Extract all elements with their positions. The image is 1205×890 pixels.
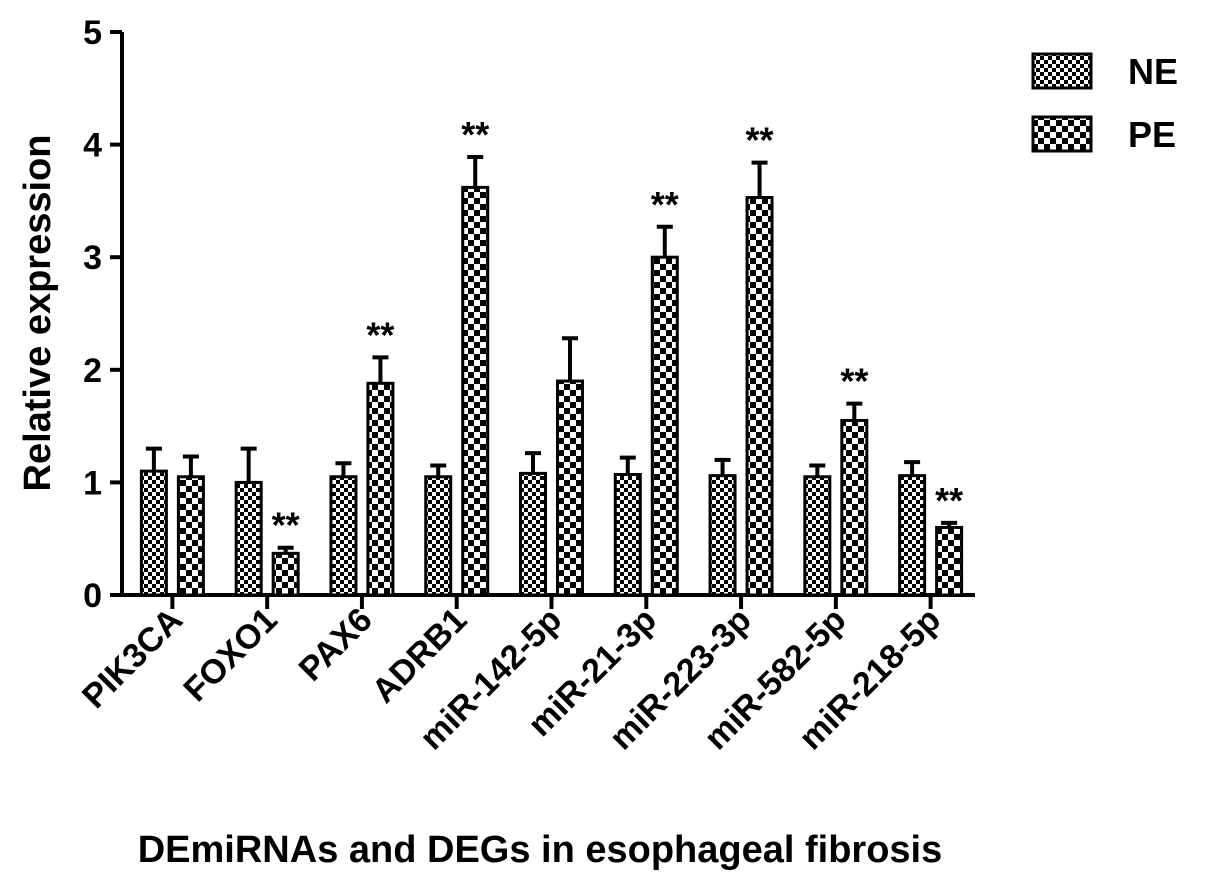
bar [613, 473, 642, 597]
bar [708, 474, 737, 597]
legend-swatch [1031, 52, 1093, 90]
bar [139, 469, 168, 597]
bar [271, 551, 300, 597]
error-bar [277, 545, 294, 554]
significance-label: ** [366, 314, 394, 355]
bar [898, 474, 927, 597]
error-bar [904, 460, 921, 476]
legend-swatch [1031, 115, 1093, 153]
error-bar [145, 446, 162, 472]
error-bar [240, 446, 257, 483]
y-tick-label: 5 [83, 14, 102, 52]
legend-label: PE [1128, 114, 1176, 155]
bar [840, 418, 869, 597]
y-tick-label: 4 [83, 127, 102, 165]
bar [935, 525, 964, 597]
bar [329, 475, 358, 597]
significance-label: ** [461, 114, 489, 155]
bar [424, 475, 453, 597]
error-bar [619, 455, 636, 475]
significance-label: ** [272, 505, 300, 546]
error-bar [809, 463, 826, 477]
bar [234, 480, 263, 597]
error-bar [846, 401, 863, 421]
error-bar [182, 454, 199, 477]
legend-label: NE [1128, 51, 1178, 92]
error-bar [335, 461, 352, 477]
y-tick-label: 2 [83, 352, 102, 390]
y-tick-label: 0 [83, 577, 102, 615]
bar [650, 255, 679, 597]
bar [176, 475, 205, 597]
x-tick-label: PAX6 [292, 601, 380, 689]
significance-label: ** [935, 480, 963, 521]
y-tick-label: 1 [83, 464, 102, 502]
error-bar [751, 160, 768, 198]
error-bar [372, 355, 389, 384]
error-bar [941, 520, 958, 528]
significance-label: ** [840, 361, 868, 402]
bar [366, 381, 395, 597]
error-bar [714, 457, 731, 476]
x-tick-label: PIK3CA [75, 601, 190, 716]
y-axis-title: Relative expression [17, 135, 59, 492]
error-bar [430, 463, 447, 477]
bar [803, 475, 832, 597]
x-tick-label: FOXO1 [176, 601, 284, 709]
error-bar [656, 224, 673, 258]
significance-label: ** [746, 120, 774, 161]
x-axis-title: DEmiRNAs and DEGs in esophageal fibrosis [138, 829, 943, 871]
bar [745, 196, 774, 597]
error-bar [525, 451, 541, 474]
bar [519, 471, 547, 597]
bar [461, 185, 490, 597]
significance-label: ** [651, 184, 679, 225]
error-bar [562, 336, 578, 382]
y-tick-label: 3 [83, 239, 102, 277]
error-bar [467, 154, 484, 188]
bar [556, 379, 584, 597]
